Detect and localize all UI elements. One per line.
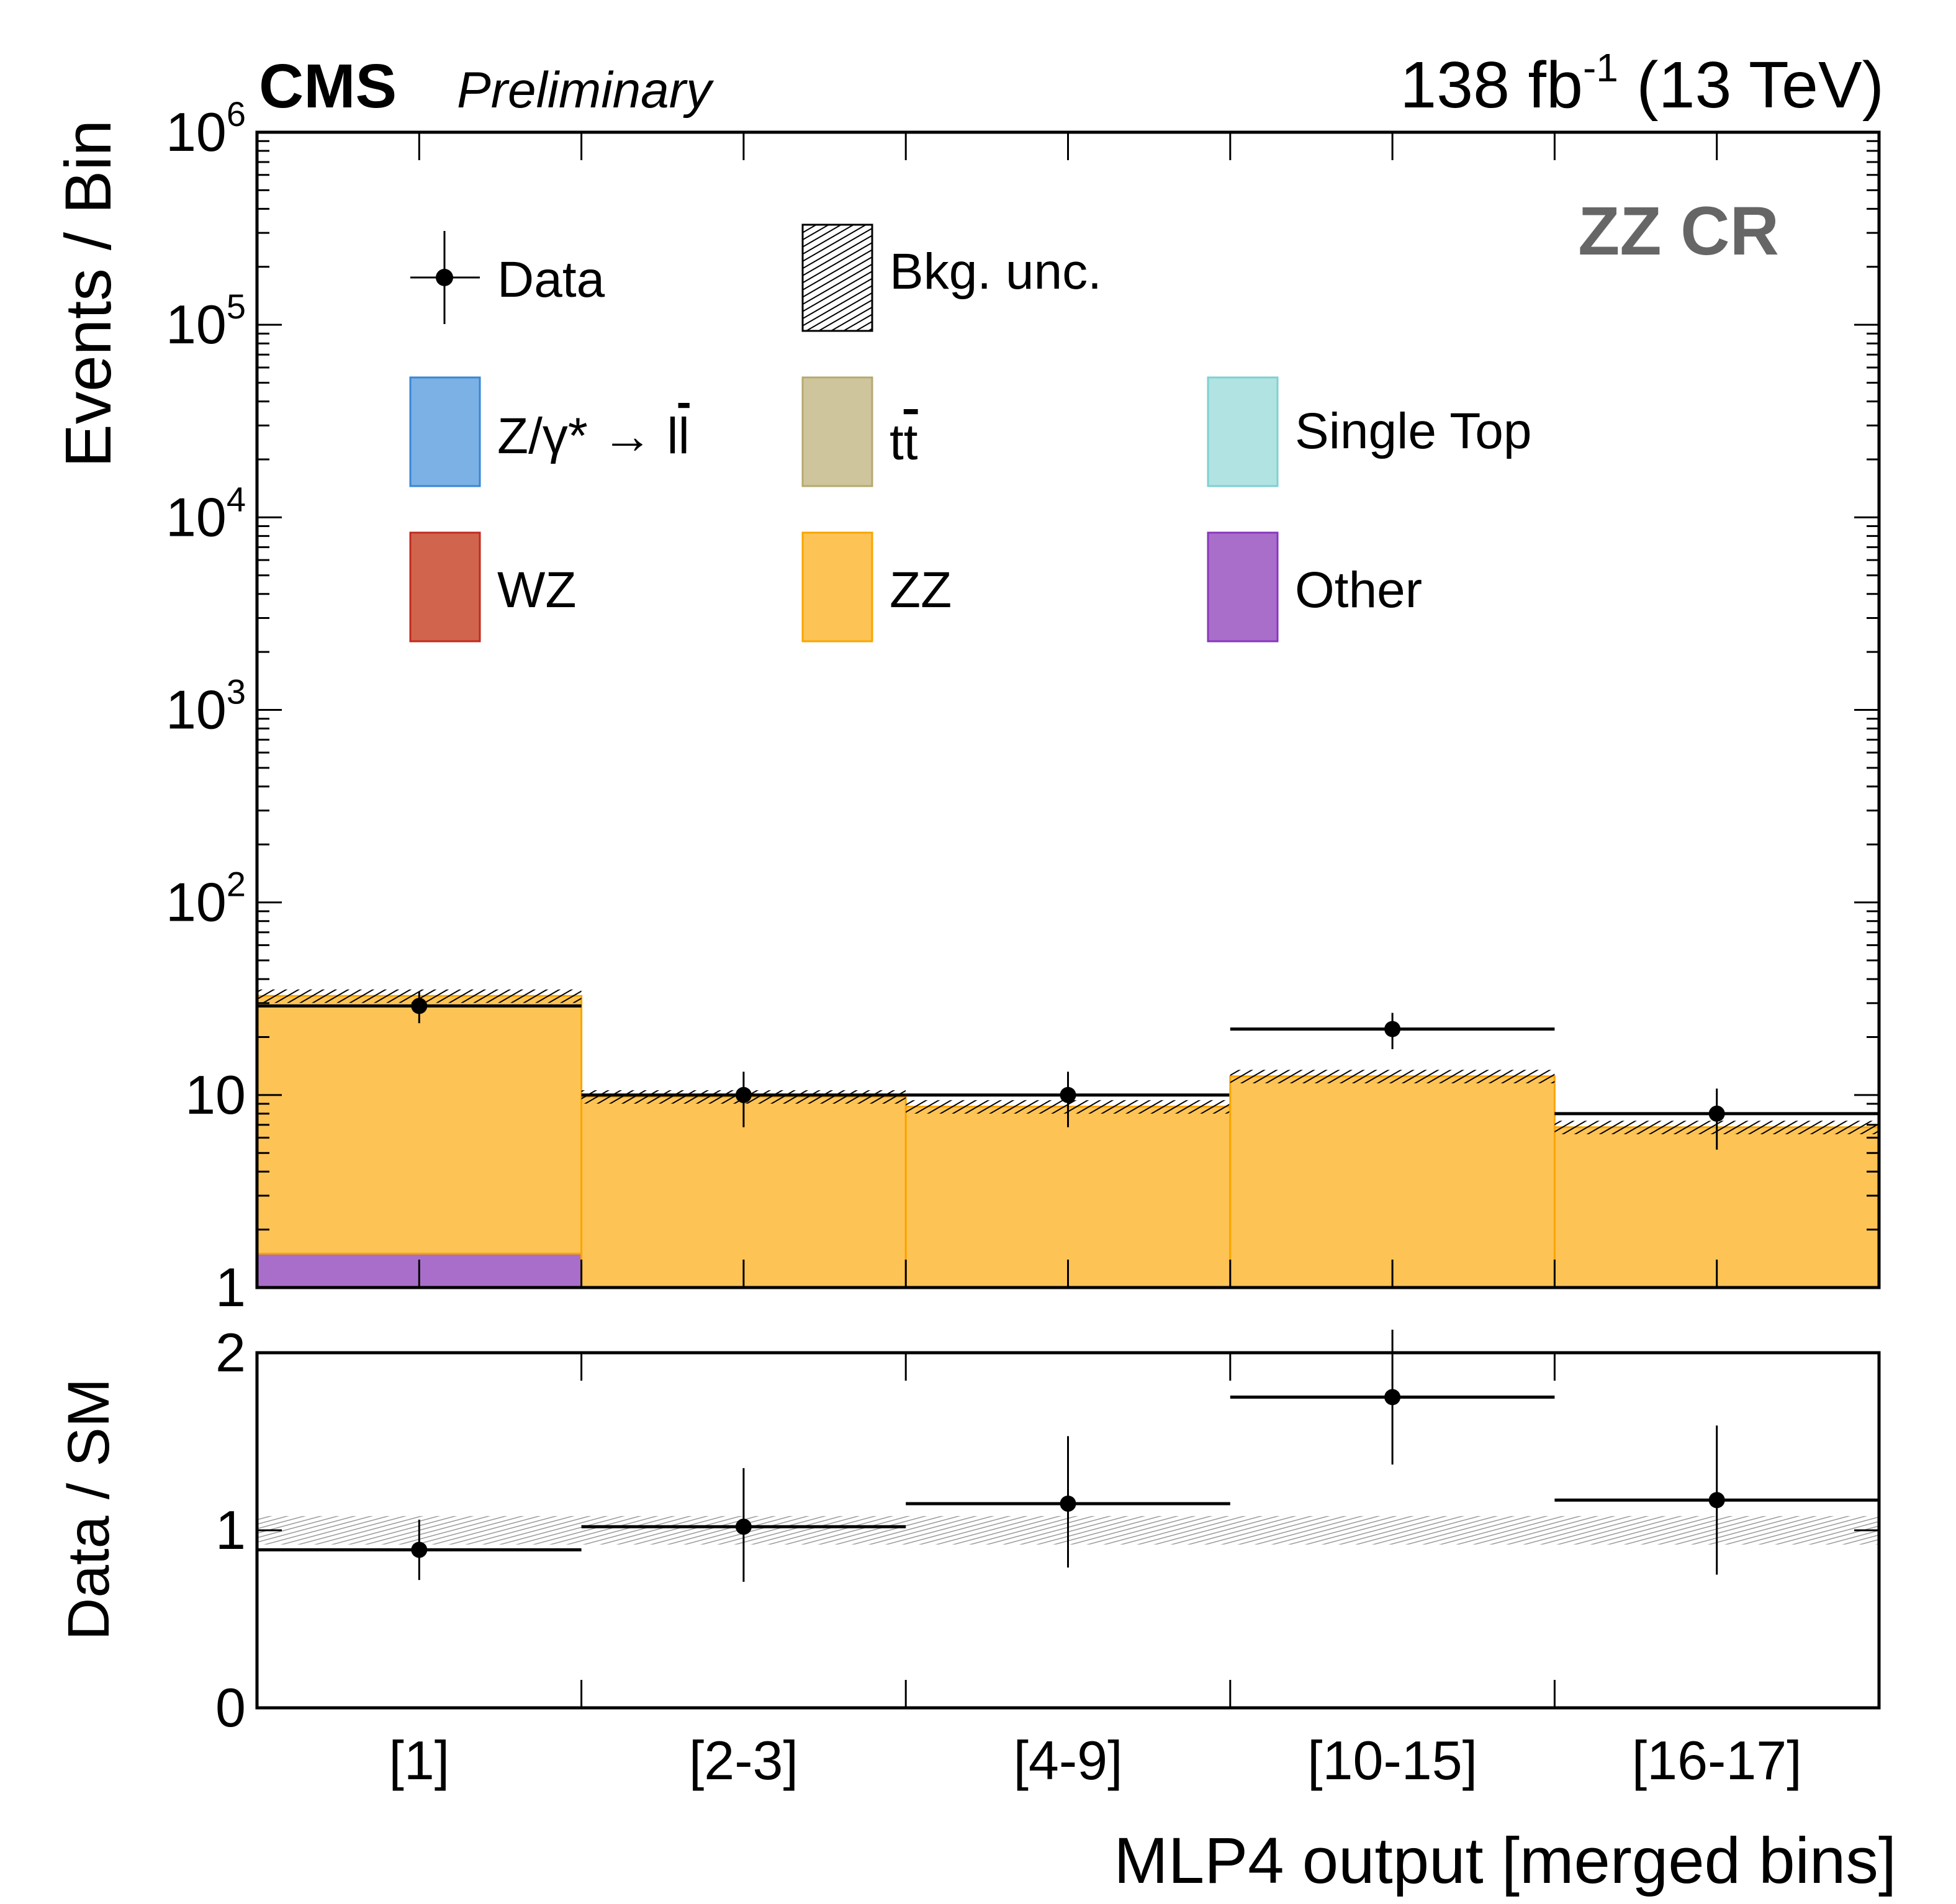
preliminary-label: Preliminary <box>457 62 714 119</box>
bar-zz <box>904 1106 1232 1289</box>
legend-bkg-unc-swatch <box>801 223 873 332</box>
y-tick-label: 10 <box>185 1064 246 1126</box>
legend-wz: WZ <box>497 562 576 618</box>
legend-single-top: Single Top <box>1295 403 1531 459</box>
data-point <box>735 1086 752 1103</box>
y-tick-label-base: 10 <box>166 872 227 933</box>
y-axis-label-ratio: Data / SM <box>56 1378 122 1640</box>
y-axis-label-main: Events / Bin <box>52 120 125 467</box>
data-point <box>1060 1086 1076 1103</box>
legend: Data Bkg. unc. Z/γ* → ll tt Single Top W… <box>409 223 1531 643</box>
x-tick-label: [4-9] <box>1013 1730 1122 1791</box>
lumi-prefix: 138 fb <box>1400 48 1583 122</box>
ratio-point <box>1384 1389 1401 1405</box>
legend-dy-swatch <box>409 376 481 487</box>
legend-data: Data <box>497 251 605 308</box>
data-point <box>1384 1021 1401 1037</box>
y-tick-label: 102 <box>166 865 246 933</box>
y-tick-label: 1 <box>215 1257 246 1318</box>
ratio-point <box>1708 1492 1725 1509</box>
y-tick-label-base: 1 <box>215 1257 246 1318</box>
legend-tt-prefix: t <box>890 414 904 471</box>
y-tick-label-base: 10 <box>166 101 227 163</box>
y-tick-label-base: 10 <box>166 486 227 548</box>
legend-zz: ZZ <box>890 562 952 618</box>
ratio-y-tick-label: 1 <box>215 1499 246 1561</box>
legend-single-top-swatch <box>1207 376 1279 487</box>
y-tick-label-exp: 2 <box>227 865 246 904</box>
legend-other: Other <box>1295 562 1422 618</box>
y-tick-label-exp: 6 <box>227 94 246 133</box>
ratio-point <box>735 1518 752 1535</box>
ratio-point <box>411 1541 428 1558</box>
bar-zz <box>256 995 583 1255</box>
legend-wz-swatch <box>409 531 481 643</box>
legend-ttbar: tt <box>890 414 918 471</box>
x-tick-label: [2-3] <box>689 1730 798 1791</box>
y-tick-label-exp: 4 <box>227 479 246 518</box>
ratio-y-tick-label: 0 <box>215 1677 246 1738</box>
legend-dy: Z/γ* → ll <box>497 408 690 464</box>
region-label: ZZ CR <box>1578 193 1779 269</box>
legend-data-marker <box>436 269 453 286</box>
bkg-unc-band <box>1230 1070 1555 1084</box>
main-frame <box>255 130 1881 1289</box>
y-tick-label: 103 <box>166 672 246 741</box>
lumi-label: 138 fb-1 (13 TeV) <box>1400 45 1884 122</box>
legend-dy-prefix: Z/γ* → l <box>497 408 678 464</box>
ratio-y-tick-label: 2 <box>215 1322 246 1383</box>
y-tick-label: 106 <box>166 94 246 163</box>
legend-ttbar-swatch <box>801 376 873 487</box>
y-tick-label: 104 <box>166 479 246 548</box>
lumi-exp: -1 <box>1583 45 1618 90</box>
x-axis-label: MLP4 output [merged bins] <box>1114 1825 1896 1897</box>
y-tick-label-base: 10 <box>166 294 227 355</box>
ratio-frame <box>255 1351 1881 1710</box>
x-tick-label: [10-15] <box>1307 1730 1477 1791</box>
legend-other-swatch <box>1207 531 1279 643</box>
lumi-suffix: (13 TeV) <box>1618 48 1884 122</box>
legend-zz-swatch <box>801 531 873 643</box>
legend-tt-bar: t <box>904 414 918 471</box>
data-point <box>1708 1105 1725 1122</box>
ratio-point <box>1060 1496 1076 1512</box>
cms-label: CMS <box>259 52 397 121</box>
legend-bkg-unc: Bkg. unc. <box>890 243 1102 300</box>
x-tick-label: [1] <box>389 1730 449 1791</box>
y-tick-label: 105 <box>166 287 246 355</box>
y-tick-label-exp: 5 <box>227 287 246 326</box>
y-tick-label-exp: 3 <box>227 672 246 711</box>
y-tick-label-base: 10 <box>166 679 227 741</box>
y-tick-label-base: 10 <box>185 1064 246 1126</box>
x-tick-label: [16-17] <box>1632 1730 1802 1791</box>
legend-dy-bar: l <box>678 408 690 464</box>
ratio-panel: 0 1 2 [1] [2-3] [4-9] [10-15] [16-17] <box>215 1322 1881 1791</box>
bar-zz <box>1229 1075 1556 1289</box>
data-point <box>411 998 428 1014</box>
